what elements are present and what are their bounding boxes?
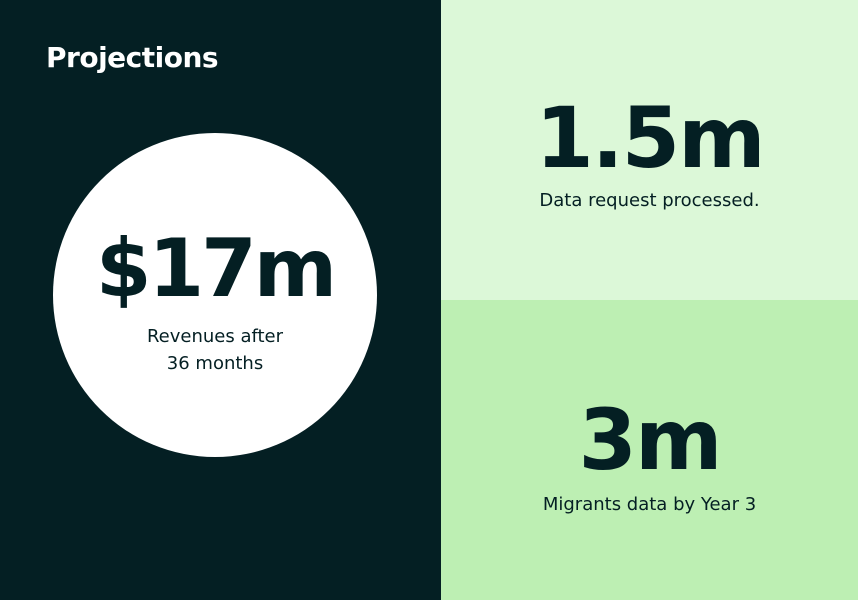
migrants-label: Migrants data by Year 3 bbox=[542, 494, 757, 515]
data-requests-panel: 1.5m Data request processed. bbox=[441, 0, 858, 300]
revenue-caption-line2: 36 months bbox=[166, 353, 264, 374]
revenue-caption: Revenues after 36 months bbox=[53, 323, 377, 377]
left-panel: Projections $17m Revenues after 36 month… bbox=[0, 0, 441, 600]
revenue-circle: $17m Revenues after 36 months bbox=[53, 133, 377, 457]
migrants-panel: 3m Migrants data by Year 3 bbox=[441, 300, 858, 600]
data-requests-label: Data request processed. bbox=[539, 190, 760, 211]
revenue-caption-line1: Revenues after bbox=[146, 326, 284, 347]
revenue-value: $17m bbox=[95, 222, 337, 315]
page-title: Projections bbox=[46, 41, 219, 74]
migrants-value: 3m bbox=[578, 391, 723, 489]
data-requests-value: 1.5m bbox=[535, 89, 765, 187]
